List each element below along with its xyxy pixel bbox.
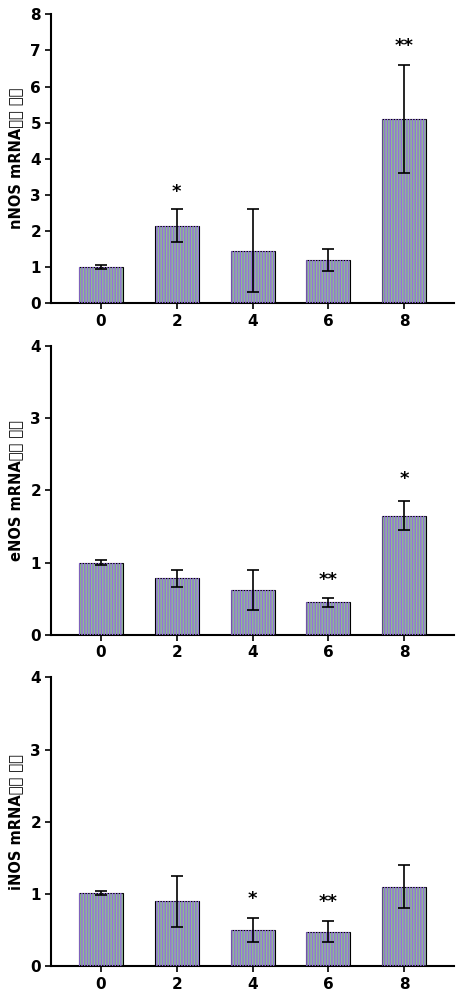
Bar	[306, 602, 351, 635]
Text: **: **	[395, 37, 414, 55]
Bar	[79, 267, 123, 303]
Bar	[383, 119, 426, 303]
Bar	[155, 901, 199, 966]
Bar	[306, 602, 351, 635]
Bar	[231, 930, 274, 966]
Bar	[383, 516, 426, 635]
Bar	[79, 267, 123, 303]
Y-axis label: iNOS mRNA相对 表达: iNOS mRNA相对 表达	[8, 754, 24, 890]
Bar	[231, 930, 274, 966]
Bar	[383, 516, 426, 635]
Bar	[79, 563, 123, 635]
Y-axis label: nNOS mRNA相对 表达: nNOS mRNA相对 表达	[8, 88, 24, 229]
Bar	[231, 251, 274, 303]
Bar	[79, 563, 123, 635]
Text: *: *	[400, 470, 409, 488]
Bar	[306, 932, 351, 966]
Text: *: *	[248, 890, 257, 908]
Bar	[155, 901, 199, 966]
Bar	[383, 119, 426, 303]
Bar	[306, 932, 351, 966]
Text: **: **	[319, 571, 338, 589]
Y-axis label: eNOS mRNA相对 表达: eNOS mRNA相对 表达	[8, 420, 24, 561]
Bar	[155, 226, 199, 303]
Bar	[155, 226, 199, 303]
Bar	[231, 251, 274, 303]
Bar	[155, 578, 199, 635]
Bar	[383, 887, 426, 966]
Bar	[79, 893, 123, 966]
Bar	[155, 578, 199, 635]
Text: *: *	[172, 183, 182, 201]
Bar	[306, 260, 351, 303]
Bar	[231, 590, 274, 635]
Bar	[231, 590, 274, 635]
Bar	[383, 887, 426, 966]
Bar	[306, 260, 351, 303]
Bar	[79, 893, 123, 966]
Text: **: **	[319, 893, 338, 911]
